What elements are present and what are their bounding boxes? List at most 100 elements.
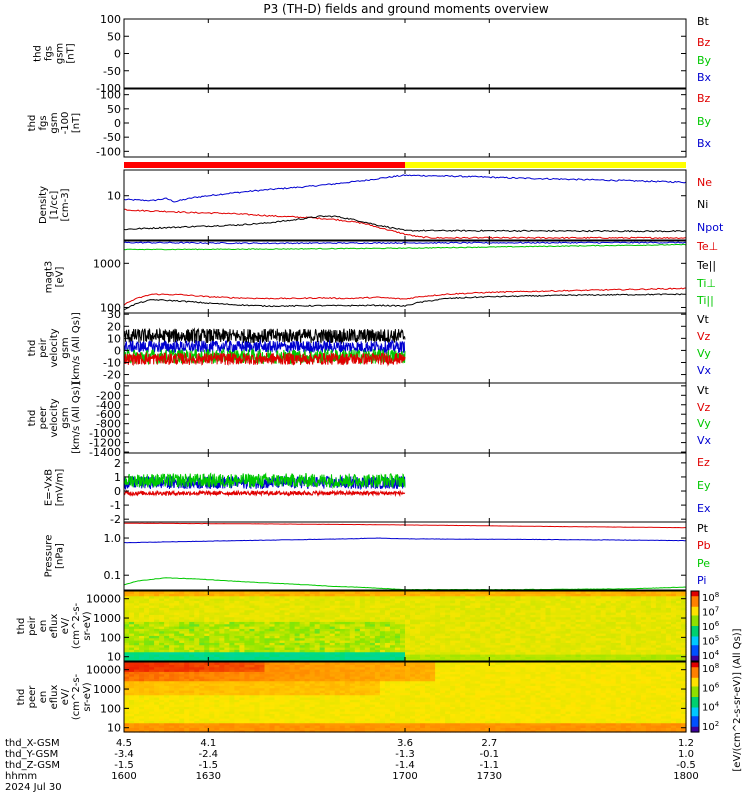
spectrogram-cell — [344, 609, 351, 613]
spectrogram-cell — [224, 662, 230, 665]
spectrogram-cell — [490, 658, 496, 662]
spectrogram-cell — [349, 616, 356, 620]
spectrogram-cell — [204, 591, 210, 594]
spectrogram-cell — [229, 628, 235, 632]
spectrogram-cell — [139, 662, 145, 665]
spectrogram-cell — [314, 683, 321, 686]
spectrogram-cell — [565, 654, 572, 657]
spectrogram-cell — [640, 647, 647, 650]
spectrogram-cell — [374, 642, 381, 646]
spectrogram-cell — [470, 609, 476, 613]
spectrogram-cell — [244, 687, 251, 691]
spectrogram-cell — [680, 626, 687, 629]
spectrogram-cell — [505, 637, 511, 641]
spectrogram-cell — [199, 609, 205, 613]
spectrogram-cell — [314, 706, 321, 710]
spectrogram-cell — [214, 598, 220, 601]
spectrogram-cell — [309, 671, 316, 675]
spectrogram-cell — [309, 662, 316, 665]
spectrogram-cell — [410, 630, 416, 634]
spectrogram-cell — [359, 658, 366, 662]
spectrogram-cell — [620, 602, 627, 606]
spectrogram-cell — [319, 664, 326, 668]
y-axis-label: [nT] — [66, 43, 77, 63]
spectrogram-cell — [485, 614, 491, 618]
spectrogram-cell — [435, 598, 441, 601]
spectrogram-cell — [274, 628, 281, 632]
spectrogram-cell — [224, 637, 230, 641]
spectrogram-cell — [224, 680, 230, 684]
spectrogram-cell — [635, 593, 642, 597]
spectrogram-cell — [264, 697, 271, 700]
spectrogram-cell — [269, 635, 276, 639]
spectrogram-cell — [134, 621, 140, 625]
spectrogram-cell — [174, 595, 180, 599]
spectrogram-cell — [665, 621, 672, 625]
spectrogram-cell — [229, 609, 235, 613]
spectrogram-cell — [294, 671, 301, 675]
spectrogram-cell — [234, 673, 241, 677]
spectrogram-cell — [364, 595, 371, 599]
spectrogram-cell — [139, 676, 145, 679]
spectrogram-cell — [124, 635, 130, 639]
spectrogram-cell — [635, 656, 642, 660]
spectrogram-cell — [575, 640, 582, 643]
spectrogram-cell — [620, 642, 627, 646]
spectrogram-cell — [445, 607, 451, 611]
spectrogram-cell — [319, 593, 326, 597]
spectrogram-cell — [269, 718, 276, 721]
spectrogram-cell — [179, 658, 185, 662]
spectrogram-cell — [174, 662, 180, 665]
spectrogram-cell — [650, 598, 657, 601]
spectrogram-cell — [460, 614, 466, 618]
spectrogram-cell — [179, 683, 185, 686]
spectrogram-cell — [485, 607, 491, 611]
spectrogram-cell — [174, 616, 180, 620]
spectrogram-cell — [304, 619, 311, 622]
spectrogram-cell — [349, 706, 356, 710]
spectrogram-cell — [189, 602, 195, 606]
spectrogram-cell — [159, 591, 165, 594]
spectrogram-cell — [349, 725, 356, 728]
spectrogram-cell — [124, 649, 130, 653]
spectrogram-cell — [149, 602, 155, 606]
spectrogram-cell — [389, 637, 396, 641]
spectrogram-cell — [455, 658, 461, 662]
spectrogram-cell — [485, 626, 491, 629]
spectrogram-cell — [234, 706, 241, 710]
spectrogram-cell — [214, 680, 220, 684]
spectrogram-cell — [635, 635, 642, 639]
legend-Pt: Pt — [697, 522, 709, 535]
spectrogram-cell — [134, 704, 140, 707]
spectrogram-cell — [570, 658, 577, 662]
spectrogram-cell — [279, 666, 286, 670]
spectrogram-cell — [324, 727, 331, 731]
spectrogram-cell — [259, 621, 266, 625]
spectrogram-cell — [174, 683, 180, 686]
spectrogram-cell — [154, 635, 160, 639]
spectrogram-cell — [379, 644, 386, 648]
spectrogram-cell — [219, 640, 225, 643]
spectrogram-cell — [164, 713, 170, 717]
spectrogram-cell — [194, 626, 200, 629]
spectrogram-cell — [394, 637, 401, 641]
spectrogram-cell — [680, 595, 687, 599]
spectrogram-cell — [314, 697, 321, 700]
spectrogram-cell — [244, 654, 251, 657]
spectrogram-cell — [279, 729, 286, 733]
spectrogram-cell — [299, 708, 306, 712]
spectrogram-cell — [199, 593, 205, 597]
spectrogram-cell — [344, 683, 351, 686]
spectrogram-cell — [595, 640, 602, 643]
spectrogram-cell — [249, 722, 256, 726]
spectrogram-cell — [189, 676, 195, 679]
spectrogram-cell — [339, 713, 346, 717]
spectrogram-cell — [314, 727, 321, 731]
spectrogram-cell — [189, 685, 195, 689]
spectrogram-cell — [510, 651, 516, 655]
spectrogram-cell — [460, 621, 466, 625]
legend-Ni: Ni — [697, 198, 708, 211]
spectrogram-cell — [515, 614, 522, 618]
spectrogram-cell — [430, 607, 436, 611]
